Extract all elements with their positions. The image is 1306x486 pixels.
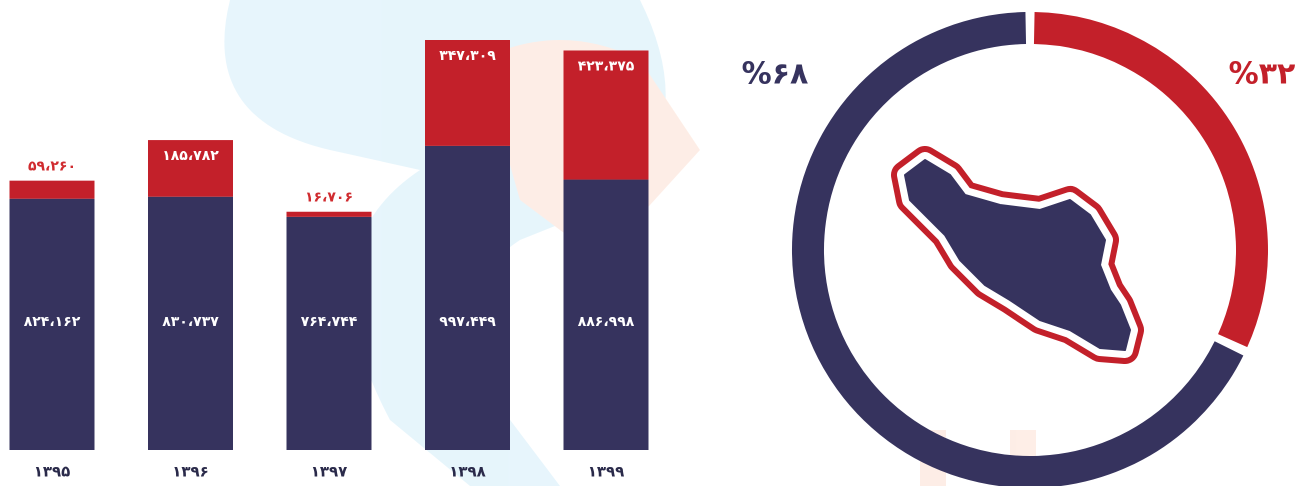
value-label: ۸۳۰،۷۳۷	[162, 314, 219, 330]
value-label: ۴۲۳،۳۷۵	[578, 58, 635, 74]
value-label: ۸۸۶،۹۹۸	[578, 314, 635, 330]
percent-label: %۳۲	[1229, 57, 1296, 92]
bar-segment	[286, 216, 372, 450]
bar-segment	[148, 196, 233, 450]
value-label: ۵۹،۲۶۰	[28, 159, 76, 175]
percent-label: %۶۸	[742, 57, 809, 92]
x-tick-label: ۱۳۹۷	[311, 463, 348, 481]
donut-slice	[792, 12, 1244, 486]
value-label: ۳۴۷،۳۰۹	[439, 48, 496, 64]
value-label: ۷۶۴،۷۴۴	[301, 314, 358, 330]
x-tick-label: ۱۳۹۸	[449, 463, 486, 481]
bar-segment	[425, 145, 510, 450]
bar-segment	[148, 140, 233, 197]
bar-segment	[563, 50, 649, 180]
bar-segment	[425, 40, 510, 146]
x-tick-label: ۱۳۹۶	[172, 463, 209, 481]
bar-segment	[563, 179, 649, 450]
x-tick-label: ۱۳۹۵	[34, 463, 71, 481]
bar-segment	[9, 180, 95, 199]
iran-map	[891, 146, 1144, 364]
value-label: ۱۶،۷۰۶	[305, 190, 353, 206]
bar-segment	[286, 211, 372, 217]
value-label: ۸۲۴،۱۶۲	[24, 314, 81, 330]
bar-segment	[9, 198, 95, 450]
value-label: ۱۸۵،۷۸۲	[162, 148, 219, 164]
value-label: ۹۹۷،۴۴۹	[439, 314, 496, 330]
x-tick-label: ۱۳۹۹	[588, 463, 625, 481]
donut-slice	[1033, 12, 1268, 348]
